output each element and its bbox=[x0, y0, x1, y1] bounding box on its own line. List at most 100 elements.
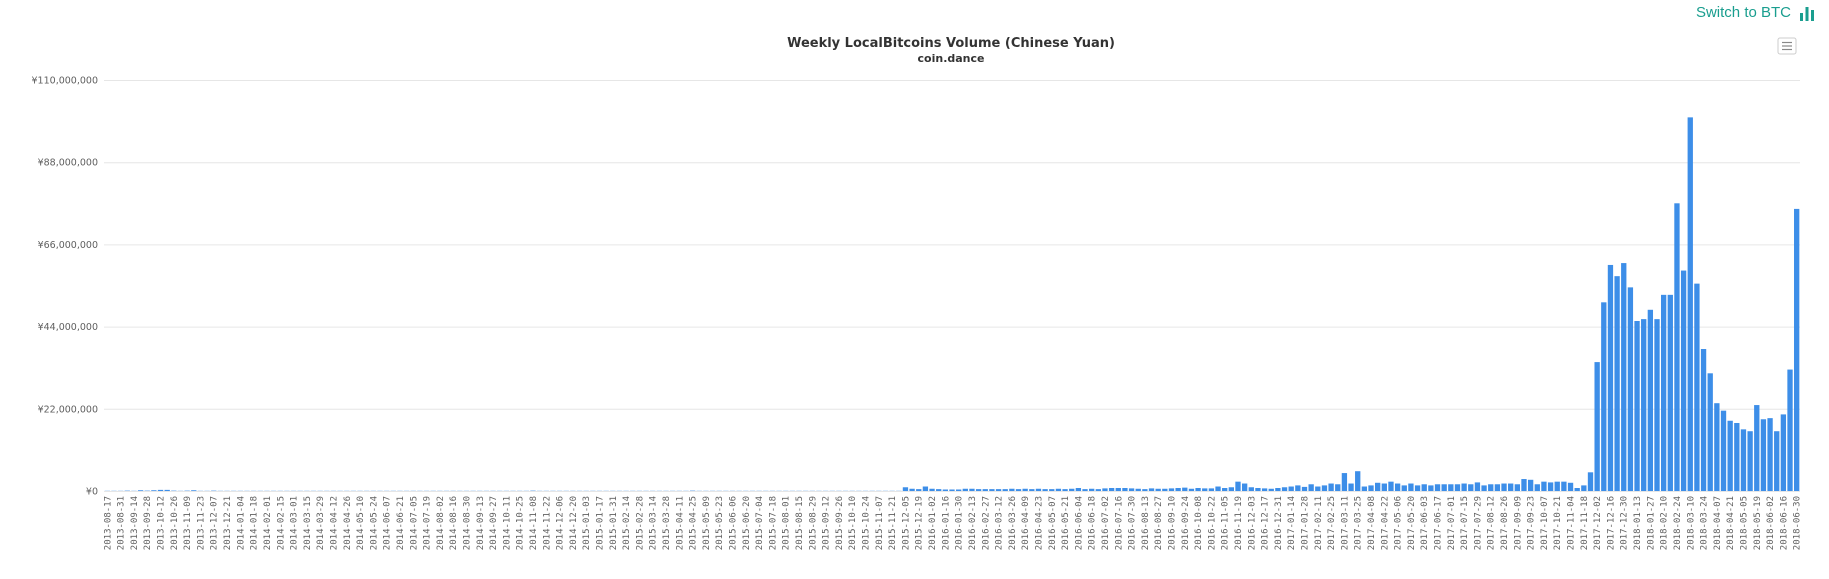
bar bbox=[1049, 489, 1055, 491]
x-tick-label: 2018-03-24 bbox=[1700, 496, 1710, 550]
x-tick-label: 2016-02-13 bbox=[968, 496, 978, 550]
bar bbox=[1727, 420, 1733, 491]
bar bbox=[1700, 349, 1707, 491]
x-tick-label: 2015-03-14 bbox=[649, 496, 659, 550]
x-tick-label: 2017-03-11 bbox=[1340, 496, 1350, 550]
x-tick-label: 2016-06-04 bbox=[1074, 496, 1084, 550]
bar bbox=[1607, 264, 1614, 491]
x-tick-label: 2014-04-12 bbox=[329, 496, 339, 550]
y-tick-label: ¥66,000,000 bbox=[38, 240, 98, 251]
bar bbox=[1707, 373, 1713, 491]
bar bbox=[1388, 481, 1394, 491]
bar bbox=[1660, 294, 1667, 491]
x-tick-label: 2016-01-30 bbox=[955, 496, 965, 550]
x-tick-label: 2014-07-19 bbox=[423, 496, 433, 550]
x-tick-label: 2016-07-16 bbox=[1114, 496, 1124, 550]
chart-menu-button[interactable] bbox=[1777, 37, 1797, 55]
x-tick-label: 2017-04-22 bbox=[1380, 496, 1390, 550]
bar bbox=[1002, 489, 1008, 491]
x-tick-label: 2016-09-24 bbox=[1181, 496, 1191, 550]
bar bbox=[1328, 483, 1334, 491]
bar bbox=[1474, 482, 1481, 491]
x-tick-label: 2014-05-24 bbox=[369, 496, 379, 550]
y-axis: ¥0 ¥22,000,000 ¥44,000,000 ¥66,000,000 ¥88,0… bbox=[32, 76, 98, 498]
bar bbox=[1394, 483, 1401, 491]
bar bbox=[909, 488, 915, 491]
bar bbox=[1135, 488, 1141, 491]
x-tick-label: 2016-12-17 bbox=[1261, 496, 1271, 550]
x-tick-label: 2018-02-10 bbox=[1660, 496, 1670, 550]
bar bbox=[936, 489, 942, 491]
bar bbox=[1315, 486, 1321, 491]
x-tick-label: 2015-05-23 bbox=[715, 496, 725, 550]
x-tick-label: 2014-02-01 bbox=[263, 496, 273, 550]
bar bbox=[1587, 472, 1594, 491]
x-tick-label: 2017-07-15 bbox=[1460, 496, 1470, 550]
bar bbox=[1780, 414, 1787, 491]
bar bbox=[1355, 471, 1361, 491]
switch-to-btc-label: Switch to BTC bbox=[1695, 4, 1791, 21]
x-tick-label: 2017-08-12 bbox=[1487, 496, 1497, 550]
x-tick-label: 2018-04-07 bbox=[1713, 496, 1723, 550]
x-tick-label: 2014-08-02 bbox=[436, 496, 446, 550]
x-tick-label: 2015-09-12 bbox=[822, 496, 832, 550]
x-tick-label: 2018-05-19 bbox=[1753, 496, 1763, 550]
bar bbox=[1448, 484, 1454, 491]
bar bbox=[1627, 287, 1634, 491]
x-tick-label: 2017-05-06 bbox=[1394, 496, 1404, 550]
x-tick-label: 2017-06-17 bbox=[1434, 496, 1444, 550]
x-tick-label: 2017-11-04 bbox=[1567, 496, 1577, 550]
x-tick-label: 2015-08-01 bbox=[782, 496, 792, 550]
bar bbox=[1441, 484, 1447, 491]
bar bbox=[1641, 319, 1647, 491]
bar bbox=[1508, 483, 1514, 491]
bar bbox=[1454, 484, 1461, 491]
bar bbox=[1055, 488, 1062, 491]
bar bbox=[1248, 487, 1254, 491]
switch-to-btc-button[interactable]: Switch to BTC bbox=[1696, 4, 1815, 21]
bar bbox=[982, 489, 988, 491]
bar bbox=[1488, 484, 1494, 491]
x-tick-label: 2015-11-21 bbox=[888, 496, 898, 550]
x-tick-label: 2014-08-16 bbox=[449, 496, 459, 550]
x-tick-label: 2017-02-11 bbox=[1314, 496, 1324, 550]
bar bbox=[1674, 203, 1680, 492]
x-tick-label: 2015-10-24 bbox=[862, 496, 872, 550]
bar bbox=[1667, 294, 1673, 491]
bar bbox=[1654, 319, 1660, 491]
x-tick-label: 2013-09-14 bbox=[130, 496, 140, 550]
x-tick-label: 2013-08-17 bbox=[103, 496, 113, 550]
bar bbox=[1288, 486, 1294, 491]
bar bbox=[1740, 429, 1747, 491]
x-tick-label: 2013-12-21 bbox=[223, 496, 233, 550]
x-tick-label: 2017-10-21 bbox=[1553, 496, 1563, 550]
bar bbox=[137, 490, 144, 491]
x-tick-label: 2017-12-02 bbox=[1593, 496, 1603, 550]
bar bbox=[1015, 489, 1022, 491]
bar bbox=[1408, 483, 1414, 491]
bar bbox=[1295, 485, 1301, 491]
bar bbox=[1341, 473, 1348, 491]
y-tick-label: ¥0 bbox=[86, 487, 98, 498]
x-tick-label: 2015-07-18 bbox=[768, 496, 778, 550]
x-tick-label: 2017-02-25 bbox=[1327, 496, 1337, 550]
bar bbox=[1321, 485, 1328, 491]
bar bbox=[1255, 488, 1261, 491]
bar bbox=[1694, 283, 1700, 491]
bar bbox=[969, 488, 975, 491]
x-tick-label: 2014-10-25 bbox=[516, 496, 526, 550]
bar bbox=[1547, 482, 1554, 491]
x-tick-label: 2015-10-10 bbox=[848, 496, 858, 550]
bar bbox=[1308, 484, 1314, 491]
bar bbox=[1720, 410, 1727, 491]
bar bbox=[1428, 485, 1434, 491]
bar bbox=[1734, 422, 1740, 491]
bar bbox=[995, 489, 1002, 491]
bar bbox=[1188, 488, 1195, 491]
bar bbox=[1747, 431, 1753, 491]
bar bbox=[1421, 484, 1427, 491]
x-tick-label: 2018-02-24 bbox=[1673, 496, 1683, 550]
bar bbox=[1368, 485, 1374, 491]
x-tick-label: 2014-06-07 bbox=[383, 496, 393, 550]
